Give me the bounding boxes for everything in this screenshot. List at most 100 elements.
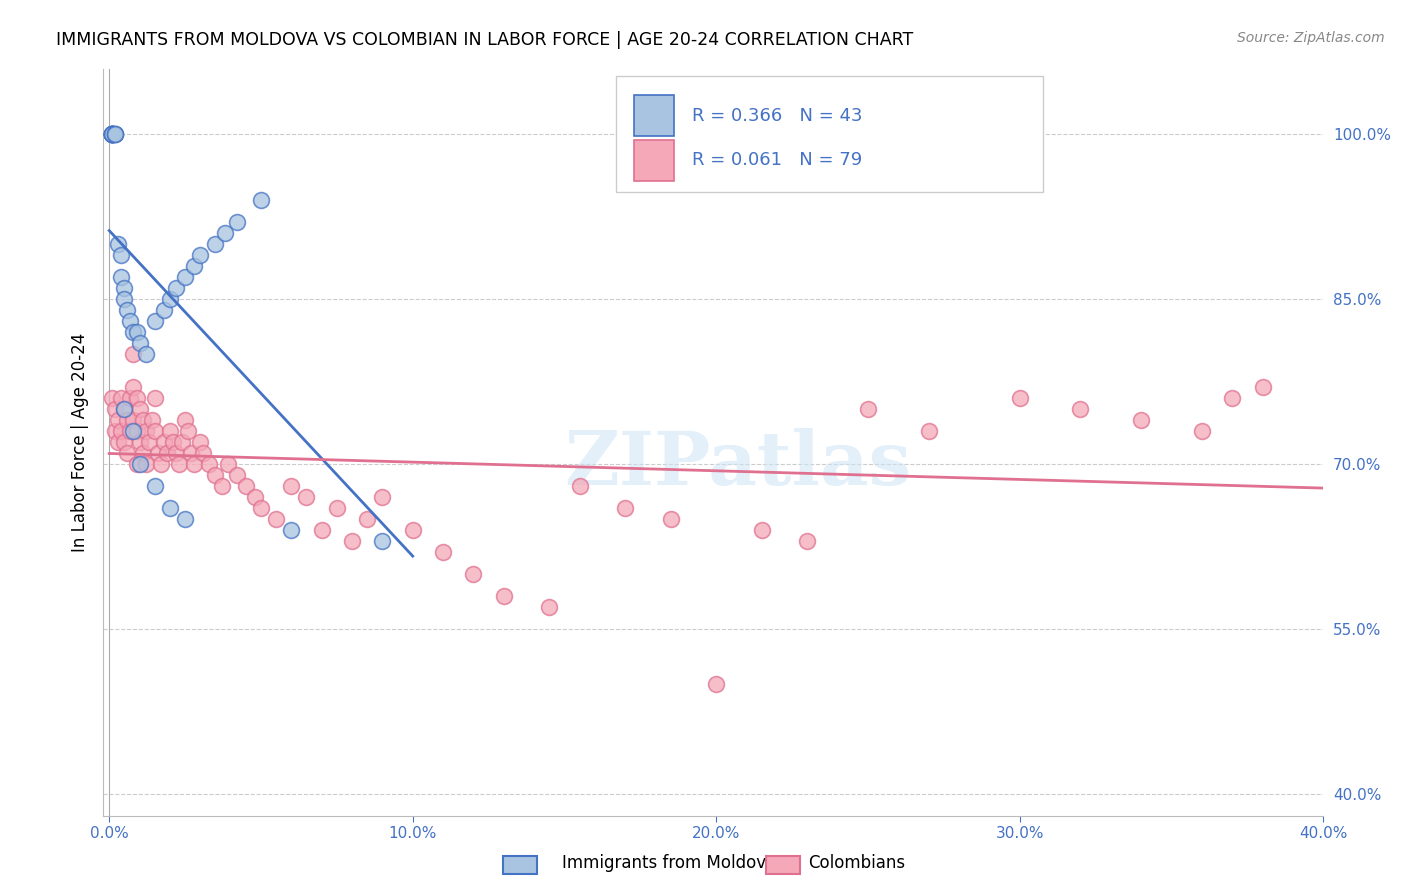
Point [1069,402,1091,417]
Point [112,293,135,307]
Point [104,402,127,417]
Point [110,270,132,285]
Bar [634,139,673,180]
Point [122,380,145,394]
Point [101,128,124,142]
Text: Immigrants from Moldova: Immigrants from Moldova [562,855,776,872]
Point [117,303,139,318]
Point [101,128,124,142]
Point [104,128,127,142]
Point [135,424,157,438]
Point [193,446,215,460]
Point [162,435,184,450]
Point [117,446,139,460]
Point [170,435,193,450]
Y-axis label: In Labor Force | Age 20-24: In Labor Force | Age 20-24 [72,333,89,552]
Point [568,479,591,493]
Bar [634,95,673,136]
Point [120,314,142,328]
Point [918,424,941,438]
Point [356,512,378,526]
Point [174,270,197,285]
Point [149,457,172,471]
Point [101,391,124,405]
Point [659,512,682,526]
Point [153,435,176,450]
Point [1220,391,1243,405]
Point [280,523,302,537]
Text: Colombians: Colombians [808,855,905,872]
Point [225,468,247,483]
Point [1130,413,1153,427]
Point [177,424,200,438]
Point [326,501,349,516]
Point [204,468,226,483]
Point [131,413,153,427]
Point [250,501,273,516]
Point [101,128,124,142]
Point [159,501,181,516]
Point [295,490,318,504]
Point [174,512,197,526]
Point [463,567,485,582]
Point [128,457,150,471]
Text: R = 0.366   N = 43: R = 0.366 N = 43 [693,107,863,125]
Point [117,413,139,427]
Point [1008,391,1031,405]
Point [243,490,266,504]
Point [159,293,181,307]
Point [538,600,561,615]
Point [125,457,148,471]
Point [128,402,150,417]
Point [122,347,145,361]
Point [159,424,181,438]
Point [122,413,145,427]
Point [225,215,247,229]
Point [311,523,333,537]
Point [128,336,150,351]
Point [135,457,157,471]
Point [492,589,515,603]
Point [120,391,142,405]
Point [101,128,124,142]
Point [146,446,169,460]
Point [856,402,879,417]
Point [112,402,135,417]
Point [340,534,363,549]
Point [371,534,394,549]
Point [180,446,202,460]
Point [371,490,394,504]
Point [204,237,226,252]
Text: Source: ZipAtlas.com: Source: ZipAtlas.com [1237,31,1385,45]
Point [796,534,818,549]
Point [104,128,127,142]
Point [135,347,157,361]
Point [217,457,239,471]
Text: R = 0.061   N = 79: R = 0.061 N = 79 [693,152,863,169]
Point [110,424,132,438]
Point [122,424,145,438]
Point [104,128,127,142]
Point [183,260,205,274]
Point [235,479,257,493]
Point [1251,380,1274,394]
Point [110,248,132,262]
Point [101,128,124,142]
Point [214,227,236,241]
Text: IMMIGRANTS FROM MOLDOVA VS COLOMBIAN IN LABOR FORCE | AGE 20-24 CORRELATION CHAR: IMMIGRANTS FROM MOLDOVA VS COLOMBIAN IN … [56,31,914,49]
Point [107,413,129,427]
Point [107,237,129,252]
Point [1191,424,1213,438]
Point [153,303,176,318]
Point [101,128,124,142]
FancyBboxPatch shape [616,76,1043,192]
Point [141,413,163,427]
Point [264,512,287,526]
Point [101,128,124,142]
Point [432,545,454,559]
Point [131,446,153,460]
Point [112,435,135,450]
Point [143,424,166,438]
Point [125,391,148,405]
Point [280,479,302,493]
